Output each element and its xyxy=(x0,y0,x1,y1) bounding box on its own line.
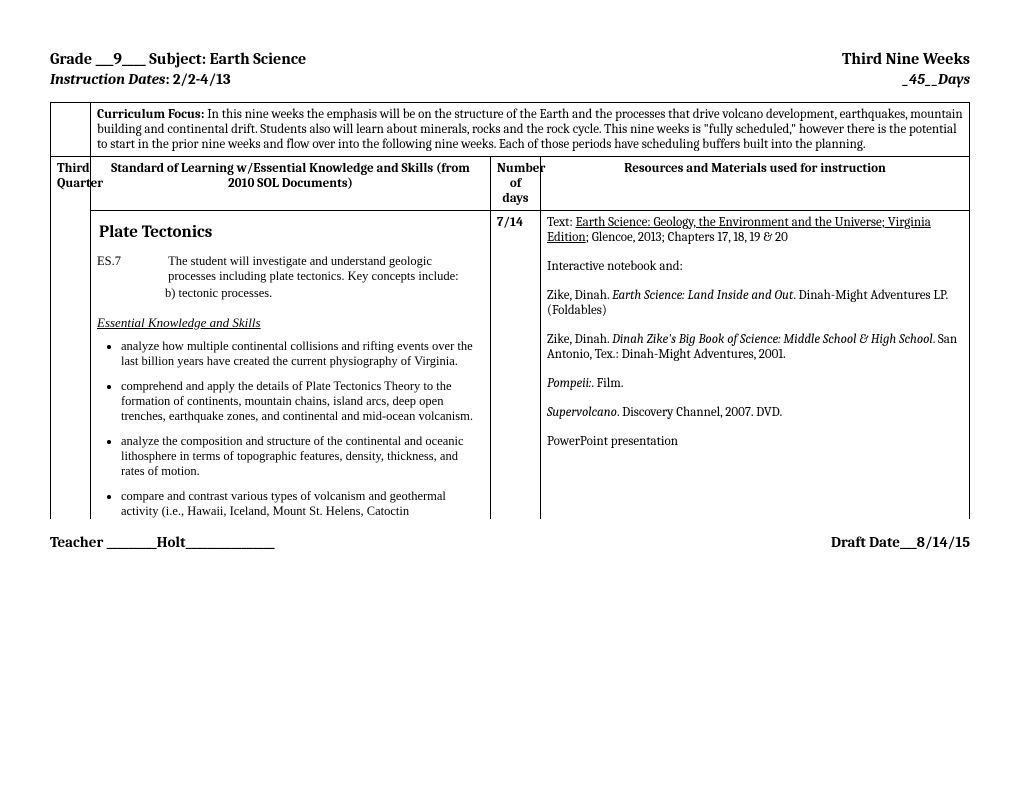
page-subheader: Instruction Dates: 2/2-4/13 _45__Days xyxy=(50,70,970,88)
focus-label: Curriculum Focus: xyxy=(97,107,204,122)
eks-item: compare and contrast various types of vo… xyxy=(121,489,482,519)
sol-sub: b) tectonic processes. xyxy=(91,286,490,301)
resource-supervolcano: Supervolcano. Discovery Channel, 2007. D… xyxy=(547,405,963,420)
resource-pompeii: Pompeii:. Film. xyxy=(547,376,963,391)
curriculum-table: Curriculum Focus: In this nine weeks the… xyxy=(50,102,970,519)
resources-cell: Text: Earth Science: Geology, the Enviro… xyxy=(541,211,970,520)
sol-cell: Plate Tectonics ES.7 The student will in… xyxy=(91,211,491,520)
eks-list: analyze how multiple continental collisi… xyxy=(91,339,490,519)
header-left: Grade ___9____ Subject: Earth Science xyxy=(50,50,306,68)
resource-ppt: PowerPoint presentation xyxy=(547,434,963,449)
subheader-left: Instruction Dates: 2/2-4/13 xyxy=(50,70,231,88)
eks-item: analyze the composition and structure of… xyxy=(121,434,482,479)
content-row: Plate Tectonics ES.7 The student will in… xyxy=(51,211,970,520)
page-header: Grade ___9____ Subject: Earth Science Th… xyxy=(50,50,970,68)
curriculum-focus-cell: Curriculum Focus: In this nine weeks the… xyxy=(91,103,970,157)
sol-header: Standard of Learning w/Essential Knowled… xyxy=(91,157,491,211)
footer-right: Draft Date___8/14/15 xyxy=(831,533,970,551)
sol-standard: ES.7 The student will investigate and un… xyxy=(91,254,490,284)
resource-zike1: Zike, Dinah. Earth Science: Land Inside … xyxy=(547,288,963,318)
resource-notebook: Interactive notebook and: xyxy=(547,259,963,274)
resource-text: Text: Earth Science: Geology, the Enviro… xyxy=(547,215,963,245)
days-header: Number of days xyxy=(491,157,541,211)
eks-title: Essential Knowledge and Skills xyxy=(91,315,490,331)
subheader-right: _45__Days xyxy=(902,70,970,88)
footer-left: Teacher _________Holt________________ xyxy=(50,533,275,551)
topic-title: Plate Tectonics xyxy=(91,211,490,254)
quarter-header: Third Quarter xyxy=(51,157,91,520)
focus-empty xyxy=(51,103,91,157)
sol-desc: The student will investigate and underst… xyxy=(168,254,478,284)
eks-item: comprehend and apply the details of Plat… xyxy=(121,379,482,424)
page-footer: Teacher _________Holt________________ Dr… xyxy=(50,533,970,551)
focus-text: In this nine weeks the emphasis will be … xyxy=(97,107,963,152)
header-right: Third Nine Weeks xyxy=(842,50,970,68)
header-row: Third Quarter Standard of Learning w/Ess… xyxy=(51,157,970,211)
resources-header: Resources and Materials used for instruc… xyxy=(541,157,970,211)
focus-row: Curriculum Focus: In this nine weeks the… xyxy=(51,103,970,157)
resource-zike2: Zike, Dinah. Dinah Zike's Big Book of Sc… xyxy=(547,332,963,362)
days-cell: 7/14 xyxy=(491,211,541,520)
sol-code: ES.7 xyxy=(97,254,165,269)
eks-item: analyze how multiple continental collisi… xyxy=(121,339,482,369)
